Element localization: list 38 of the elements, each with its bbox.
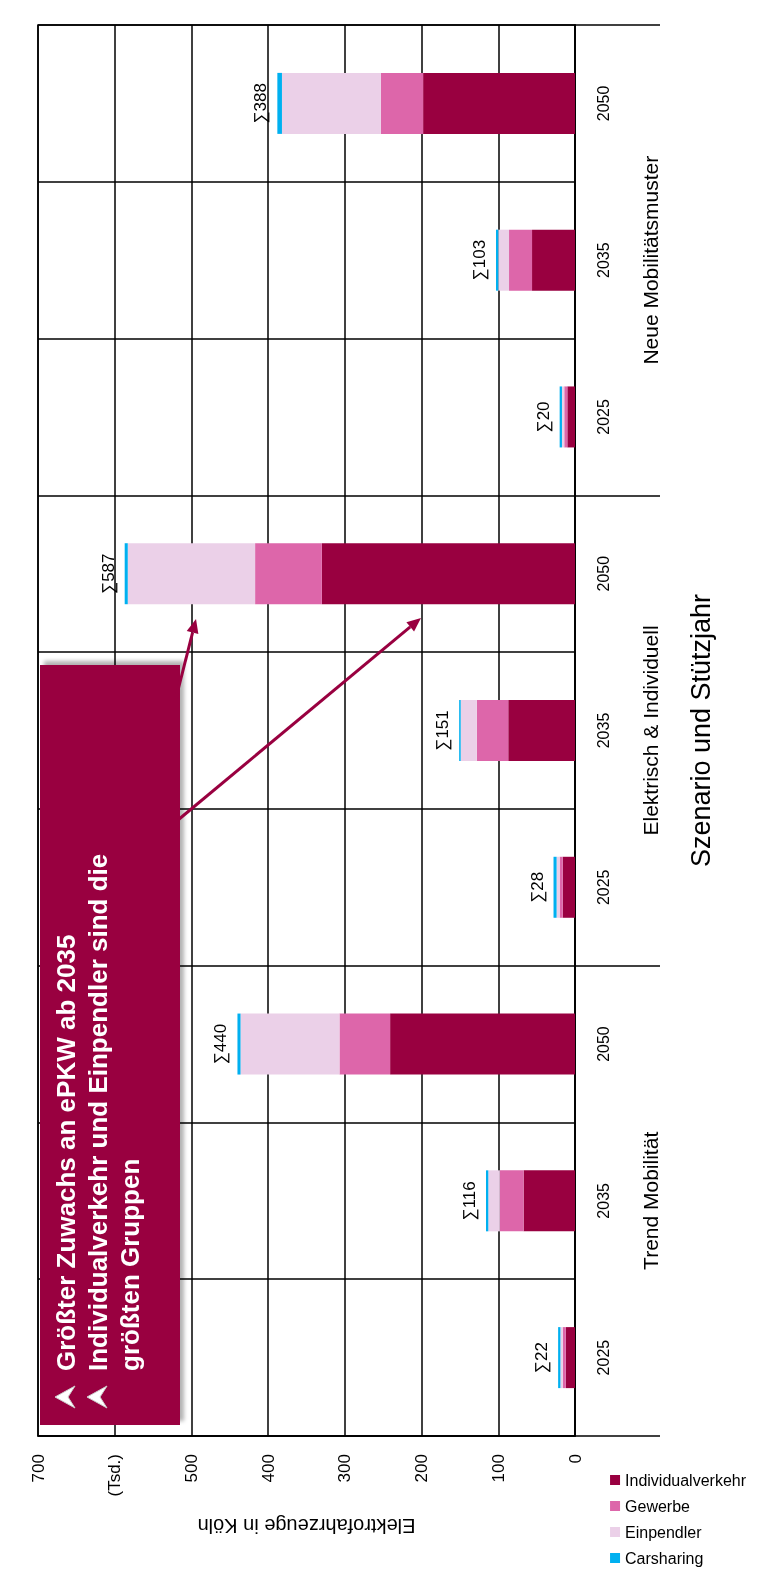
y-tick-label: 2050	[594, 85, 612, 122]
x-tick-label: 400	[258, 1454, 278, 1483]
total-label: ∑388	[251, 83, 271, 124]
x-tick-label: 700	[28, 1454, 48, 1483]
annotation: Individualverkehr und Einpendler sind die größten Gruppen	[82, 852, 146, 1371]
total-label: ∑116	[460, 1181, 480, 1221]
y-tick-label: 2050	[594, 1026, 612, 1062]
total-label: ∑20	[533, 401, 553, 433]
legend-label: Einpendler	[625, 1523, 703, 1541]
legend-label: Gewerbe	[625, 1497, 691, 1515]
text: Elektrisch & Individuell	[638, 625, 662, 836]
y-axis-title: Szenario und Stützjahr	[685, 593, 716, 868]
total-label: ∑587	[98, 553, 118, 594]
text: Trend Mobilität	[638, 1131, 662, 1270]
total-label: ∑440	[211, 1023, 231, 1065]
y-tick-label: 2035	[594, 1182, 612, 1219]
x-tick-label: (Tsd.)	[105, 1454, 125, 1497]
x-tick-label: 200	[412, 1454, 432, 1483]
legend-label: Individualverkehr	[625, 1471, 747, 1489]
x-tick-label: 0	[565, 1454, 585, 1464]
x-tick-label: 300	[335, 1454, 355, 1483]
y-tick-label: 2035	[594, 712, 612, 749]
annotation: Größter Zuwachs an ePKW ab 2035	[50, 933, 82, 1371]
text: Neue Mobilitätsmuster	[638, 155, 662, 365]
y-tick-label: 2050	[594, 555, 612, 592]
x-tick-label: 100	[488, 1454, 508, 1483]
total-label: ∑103	[469, 239, 489, 281]
callout-box: Größter Zuwachs an ePKW ab 2035 Individualverkehr und Einpendler sind die größten Gruppen	[40, 665, 180, 1425]
y-tick-label: 2025	[594, 869, 612, 906]
x-axis-title: Elektrofahrzeuge in Köln	[197, 1515, 416, 1537]
total-label: ∑22	[532, 1342, 552, 1374]
y-tick-label: 2025	[594, 399, 612, 435]
y-tick-label: 2025	[594, 1339, 612, 1376]
total-label: ∑28	[527, 871, 547, 903]
legend-label: Carsharing	[625, 1549, 704, 1567]
y-tick-label: 2035	[594, 242, 612, 278]
x-tick-label: 500	[181, 1454, 201, 1483]
total-label: ∑151	[433, 710, 453, 751]
